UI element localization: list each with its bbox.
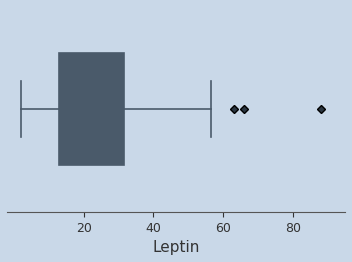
X-axis label: Leptin: Leptin <box>152 240 200 255</box>
PathPatch shape <box>59 53 124 165</box>
